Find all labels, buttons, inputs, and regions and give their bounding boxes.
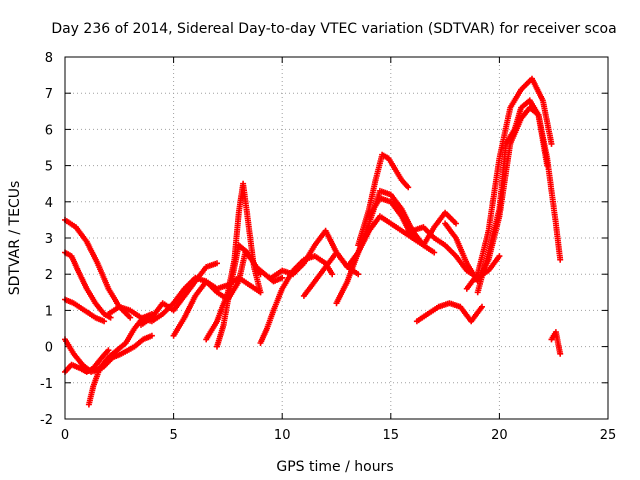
y-tick-label: 8 — [45, 51, 53, 66]
y-axis-label: SDTVAR / TECUs — [7, 181, 23, 296]
series-arc-21 — [463, 75, 555, 292]
point-markers — [548, 329, 564, 357]
plot-frame — [64, 56, 609, 420]
y-tick-label: -1 — [40, 377, 53, 392]
x-tick-label: 0 — [61, 428, 69, 443]
point-markers — [366, 195, 459, 249]
y-tick-label: 3 — [45, 232, 53, 247]
y-tick-label: 0 — [45, 341, 53, 356]
x-tick-label: 15 — [383, 428, 400, 443]
series-arc-19 — [413, 300, 485, 325]
x-tick-label: 10 — [274, 428, 291, 443]
chart-title: Day 236 of 2014, Sidereal Day-to-day VTE… — [51, 21, 616, 37]
y-tick-label: 1 — [45, 304, 53, 319]
series-arc-8 — [138, 260, 220, 328]
y-tick-label: 2 — [45, 268, 53, 283]
x-tick-label: 20 — [491, 428, 508, 443]
x-tick-label: 25 — [600, 428, 617, 443]
point-markers — [333, 187, 438, 307]
y-tick-label: -2 — [40, 413, 53, 428]
series-arc-22 — [474, 97, 551, 296]
y-tick-label: 4 — [45, 196, 53, 211]
point-markers — [463, 75, 555, 292]
x-tick-label: 5 — [169, 428, 177, 443]
data-points — [62, 75, 564, 408]
series-arc-15 — [333, 187, 438, 307]
point-markers — [138, 260, 220, 328]
y-tick-label: 6 — [45, 123, 53, 138]
y-tick-label: 5 — [45, 160, 53, 175]
series-arc-23 — [548, 329, 564, 357]
point-markers — [474, 97, 551, 296]
y-tick-label: 7 — [45, 87, 53, 102]
x-axis-label: GPS time / hours — [276, 459, 393, 475]
point-markers — [413, 300, 485, 325]
series-arc-17 — [366, 195, 459, 249]
